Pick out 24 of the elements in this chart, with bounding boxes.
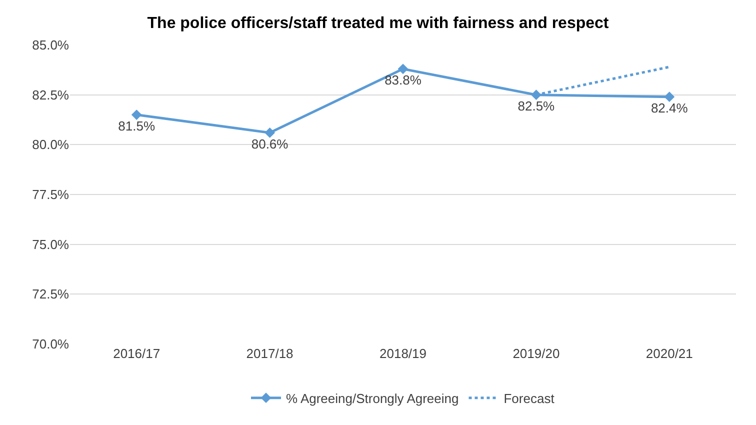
y-tick-label: 72.5% <box>32 286 70 302</box>
point <box>264 128 275 138</box>
chart-title: The police officers/staff treated me with fairness and respect <box>147 15 610 32</box>
point <box>664 92 675 102</box>
legend-label: % Agreeing/Strongly Agreeing <box>286 390 459 406</box>
data-label: 81.5% <box>118 118 156 134</box>
y-tick-label: 75.0% <box>32 236 70 252</box>
y-tick-label: 70.0% <box>32 336 70 352</box>
data-label: 83.8% <box>384 72 422 88</box>
y-tick-label: 85.0% <box>32 38 70 53</box>
x-tick-label: 2018/19 <box>380 346 426 361</box>
point <box>131 110 142 120</box>
point <box>398 64 408 74</box>
y-tick-label: 82.5% <box>32 87 70 102</box>
data-label: 82.5% <box>518 98 556 114</box>
y-tick-label: 80.0% <box>32 137 70 152</box>
data-label: 82.4% <box>650 100 688 116</box>
x-tick-label: 2016/17 <box>113 346 160 361</box>
data-label: 80.6% <box>251 136 289 152</box>
y-tick-label: 77.5% <box>32 187 70 202</box>
x-tick-label: 2020/21 <box>646 346 693 361</box>
x-tick-label: 2017/18 <box>246 346 294 361</box>
x-tick-label: 2019/20 <box>512 346 560 361</box>
legend-label: Forecast <box>504 390 555 406</box>
